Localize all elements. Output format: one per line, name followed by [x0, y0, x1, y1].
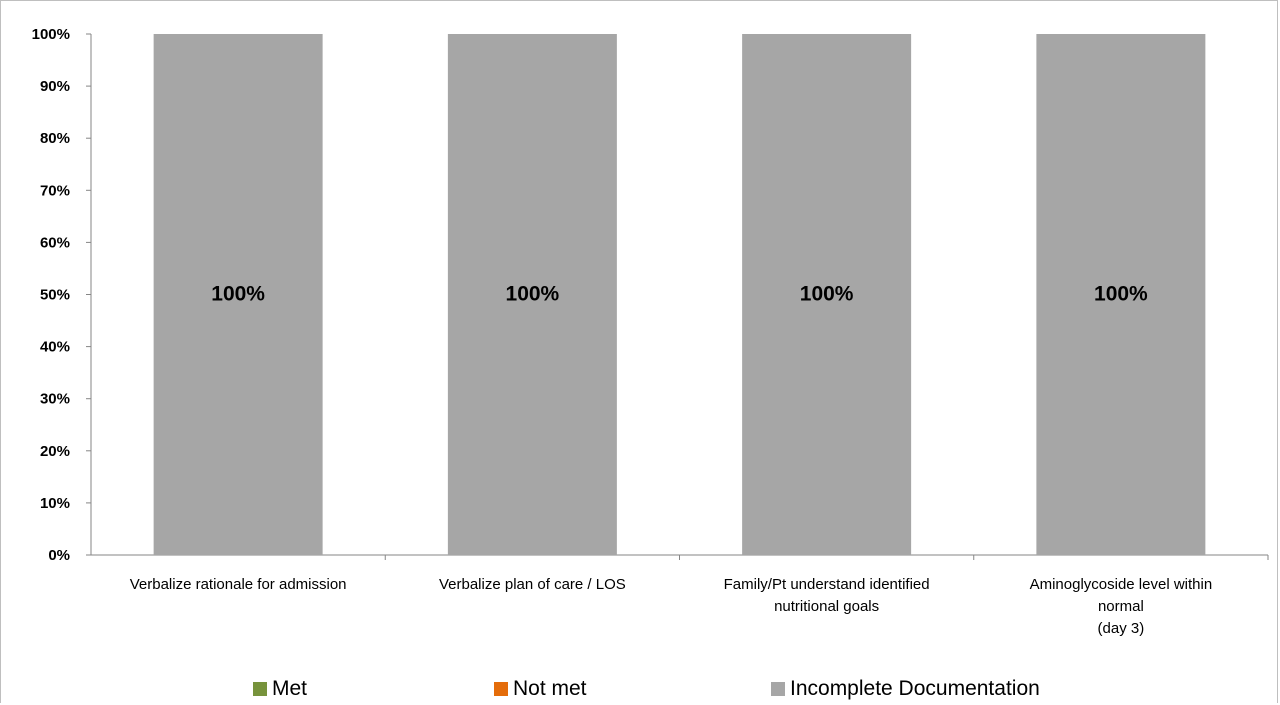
- y-tick-label: 0%: [48, 547, 70, 564]
- y-tick-label: 90%: [40, 78, 70, 95]
- legend-item: Incomplete Documentation: [771, 676, 1040, 702]
- legend-swatch: [253, 682, 267, 696]
- bar-segment: [1036, 34, 1206, 555]
- y-tick-label: 10%: [40, 495, 70, 512]
- bar-data-label: 100%: [1094, 283, 1148, 306]
- legend-swatch: [494, 682, 508, 696]
- x-category-label: Verbalize rationale for admission: [130, 576, 347, 593]
- bar-data-label: 100%: [506, 283, 560, 306]
- bar-segment: [153, 34, 323, 555]
- legend-label: Incomplete Documentation: [790, 677, 1040, 700]
- bar-segment: [742, 34, 912, 555]
- legend-swatch: [771, 682, 785, 696]
- y-tick-label: 20%: [40, 443, 70, 460]
- y-tick-label: 50%: [40, 287, 70, 304]
- x-category-label: Aminoglycoside level within: [1030, 576, 1213, 593]
- x-category-label: (day 3): [1098, 620, 1145, 637]
- x-category-label: Verbalize plan of care / LOS: [439, 576, 626, 593]
- x-category-label: Family/Pt understand identified: [724, 576, 930, 593]
- y-tick-label: 30%: [40, 391, 70, 408]
- chart-legend: Met Not met Incomplete Documentation: [0, 676, 1280, 702]
- stacked-bar-chart: 0% 10% 20% 30% 40% 50% 60% 70% 80% 90% 100% 100% Ver…: [32, 26, 1269, 637]
- x-category-label: normal: [1098, 598, 1144, 615]
- y-tick-label: 60%: [40, 234, 70, 251]
- bar-data-label: 100%: [211, 283, 265, 306]
- legend-label: Not met: [513, 677, 587, 700]
- y-tick-label: 70%: [40, 182, 70, 199]
- x-category-label: nutritional goals: [774, 598, 879, 615]
- legend-label: Met: [272, 677, 308, 700]
- legend-item: Not met: [494, 676, 587, 702]
- y-tick-label: 80%: [40, 130, 70, 147]
- y-tick-label: 40%: [40, 339, 70, 356]
- bar-segment: [447, 34, 617, 555]
- legend-item: Met: [253, 676, 307, 702]
- bar-data-label: 100%: [800, 283, 854, 306]
- y-tick-label: 100%: [32, 26, 70, 43]
